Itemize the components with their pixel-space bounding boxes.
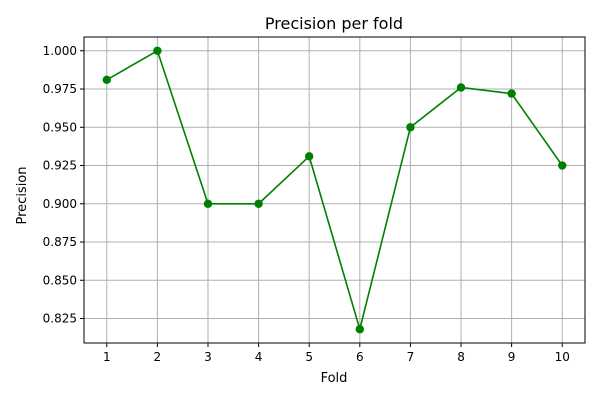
y-tick-label: 0.825 (43, 312, 77, 326)
y-axis-label: Precision (15, 166, 30, 224)
data-point (304, 152, 314, 161)
y-tick-label: 0.850 (43, 273, 77, 287)
x-tick-label: 8 (457, 350, 465, 364)
x-tick-label: 3 (204, 350, 212, 364)
data-point (558, 161, 567, 170)
data-point (153, 46, 162, 55)
y-tick-label: 0.900 (43, 197, 77, 211)
data-point (102, 75, 111, 85)
data-point (456, 83, 466, 92)
x-axis-label: Fold (321, 371, 348, 386)
x-tick-label: 2 (154, 350, 162, 364)
x-tick-label: 5 (305, 350, 313, 364)
y-tick-label: 0.975 (43, 82, 77, 96)
chart-title: Precision per fold (265, 14, 403, 33)
y-tick-label: 0.875 (43, 235, 77, 249)
y-axis: 0.825 0.850 0.875 0.900 0.925 0.950 0.975 1.000 (43, 44, 84, 326)
plot-frame (83, 36, 586, 344)
data-point (355, 325, 365, 334)
x-tick-label: 6 (356, 350, 364, 364)
data-point (406, 123, 415, 132)
data-point (507, 89, 516, 98)
x-tick-label: 1 (103, 350, 111, 364)
data-point (254, 199, 263, 208)
x-tick-label: 10 (555, 350, 570, 364)
data-series (102, 46, 567, 334)
x-tick-label: 4 (255, 350, 263, 364)
y-tick-label: 1.000 (43, 44, 77, 58)
y-tick-label: 0.950 (43, 120, 77, 134)
y-tick-label: 0.925 (43, 159, 77, 173)
series-line (106, 49, 563, 333)
x-tick-label: 9 (508, 350, 516, 364)
x-tick-label: 7 (407, 350, 415, 364)
data-point (203, 199, 213, 208)
x-axis: 1 2 3 4 5 6 7 8 9 10 (103, 343, 570, 364)
